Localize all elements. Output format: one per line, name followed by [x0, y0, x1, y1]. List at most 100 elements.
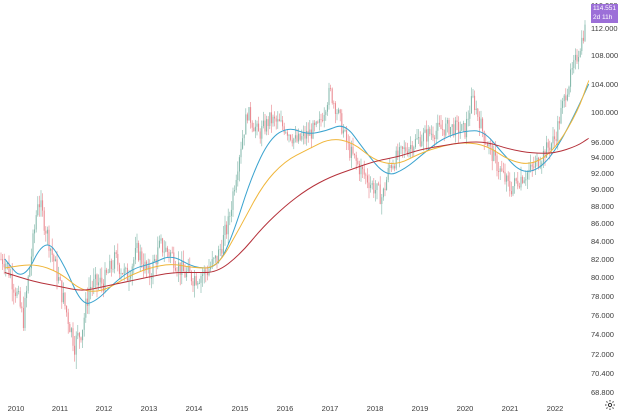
y-tick-label: 100.000	[591, 108, 618, 117]
candle-body	[59, 277, 61, 281]
candle-body	[504, 171, 506, 182]
candle-body	[555, 139, 557, 142]
candle-body	[349, 143, 351, 158]
candle-body	[74, 345, 76, 355]
candle-body	[360, 166, 362, 175]
candle-body	[435, 130, 437, 139]
candle-body	[157, 247, 159, 264]
candle-body	[410, 145, 412, 149]
candle-body	[184, 271, 186, 278]
candle-body	[237, 171, 239, 180]
chart-settings-button[interactable]	[602, 397, 618, 413]
candle-body	[466, 119, 468, 138]
candle-body	[339, 109, 341, 114]
candle-body	[427, 128, 429, 142]
x-tick-label: 2015	[232, 404, 249, 413]
candle-body	[365, 174, 367, 176]
candle-body	[413, 147, 415, 153]
candle-body	[347, 142, 349, 144]
candle-body	[64, 292, 66, 307]
candle-body	[363, 169, 365, 175]
candle-body	[272, 116, 274, 124]
candle-body	[266, 119, 268, 132]
x-tick-label: 2020	[457, 404, 474, 413]
candle-body	[526, 172, 528, 180]
candle-body	[550, 143, 552, 151]
candle-body	[560, 107, 562, 124]
candle-body	[109, 260, 111, 273]
price-badge: 114.551 2d 11h	[591, 4, 618, 23]
candle-body	[264, 120, 266, 132]
candle-body	[296, 135, 298, 142]
candle-body	[136, 242, 138, 248]
candle-body	[509, 181, 511, 192]
candle-body	[181, 261, 183, 276]
candle-body	[211, 259, 213, 267]
x-axis: 2010 2011 2012 2013 2014 2015 2016 2017 2018 2019…	[8, 404, 564, 413]
y-tick-label: 108.000	[591, 51, 618, 60]
candle-body	[72, 328, 74, 346]
candle-body	[126, 267, 128, 281]
candle-body	[451, 124, 453, 127]
candle-body	[283, 126, 285, 133]
candle-body	[490, 143, 492, 146]
x-tick-label: 2018	[367, 404, 384, 413]
candle-body	[234, 190, 236, 192]
candle-body	[482, 118, 484, 132]
candle-body	[270, 112, 272, 124]
current-time-label: 2d 11h	[593, 14, 613, 21]
y-tick-label: 82.000	[591, 255, 614, 264]
candle-body	[534, 161, 536, 168]
candle-body	[582, 37, 584, 41]
candle-body	[14, 292, 16, 296]
candle-body	[16, 291, 18, 296]
candle-body	[187, 265, 189, 272]
candles-layer	[0, 20, 586, 370]
candle-body	[330, 87, 332, 89]
candle-body	[291, 139, 293, 144]
y-tick-label: 80.000	[591, 273, 614, 282]
candle-body	[83, 317, 85, 330]
candle-body	[478, 116, 480, 129]
candle-body	[301, 136, 303, 140]
candle-body	[205, 269, 207, 273]
candle-body	[75, 335, 77, 355]
candle-body	[256, 123, 258, 127]
candle-body	[450, 126, 452, 135]
y-tick-label: 78.000	[591, 292, 614, 301]
candle-body	[386, 179, 388, 191]
candle-body	[288, 134, 290, 136]
x-tick-label: 2012	[96, 404, 113, 413]
candle-body	[232, 191, 234, 210]
candle-body	[245, 114, 247, 135]
candle-body	[494, 150, 496, 156]
candle-body	[112, 268, 114, 270]
candle-body	[96, 274, 98, 286]
candle-body	[558, 121, 560, 124]
candle-body	[189, 265, 191, 272]
candle-body	[267, 119, 269, 127]
candle-body	[573, 60, 575, 69]
candle-body	[462, 123, 464, 125]
y-tick-label: 70.400	[591, 369, 614, 378]
candle-body	[128, 278, 130, 281]
candle-body	[254, 126, 256, 132]
candle-body	[13, 289, 15, 293]
candle-body	[170, 252, 172, 257]
y-tick-label: 84.000	[591, 237, 614, 246]
candle-body	[240, 148, 242, 158]
candle-body	[333, 102, 335, 104]
candle-body	[286, 132, 288, 136]
candle-body	[229, 215, 231, 217]
candle-body	[515, 178, 517, 181]
candle-body	[77, 332, 79, 336]
candle-body	[314, 122, 316, 126]
candle-body	[486, 143, 488, 147]
candle-body	[38, 204, 40, 208]
candle-body	[139, 251, 141, 261]
candle-body	[269, 112, 271, 127]
candle-body	[358, 163, 360, 175]
candle-body	[277, 119, 279, 122]
